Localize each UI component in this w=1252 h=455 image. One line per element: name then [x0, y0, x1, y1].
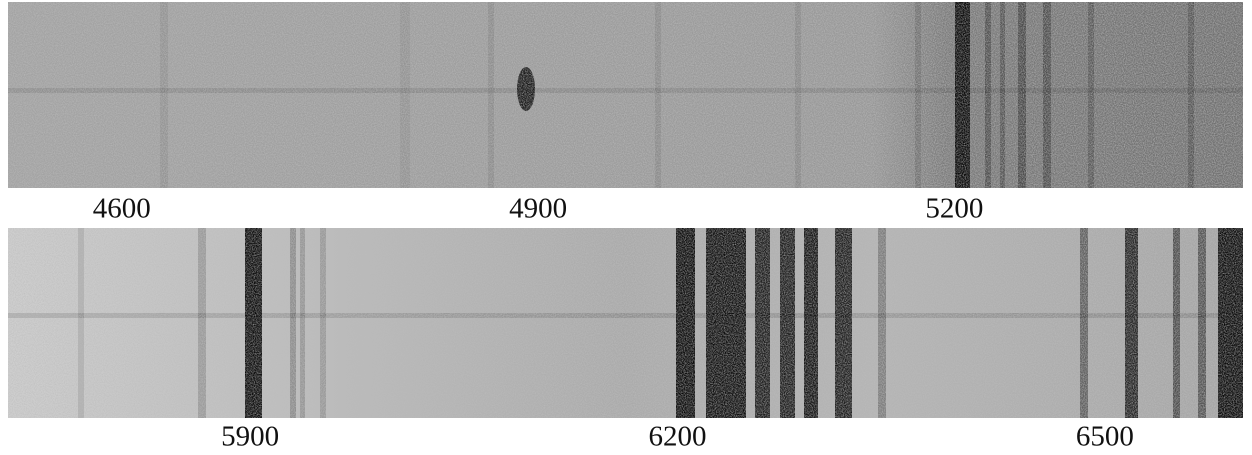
x-tick-label: 6500 — [1076, 421, 1134, 453]
x-tick-label: 5200 — [925, 193, 983, 225]
strip-noise — [8, 2, 1243, 188]
x-tick-label: 4600 — [93, 193, 151, 225]
x-tick-label: 4900 — [509, 193, 567, 225]
x-tick-label: 5900 — [221, 421, 279, 453]
top-spectrum-strip — [8, 2, 1243, 188]
x-tick-label: 6200 — [648, 421, 706, 453]
strip-noise — [8, 228, 1243, 418]
bottom-spectrum-strip — [8, 228, 1243, 418]
